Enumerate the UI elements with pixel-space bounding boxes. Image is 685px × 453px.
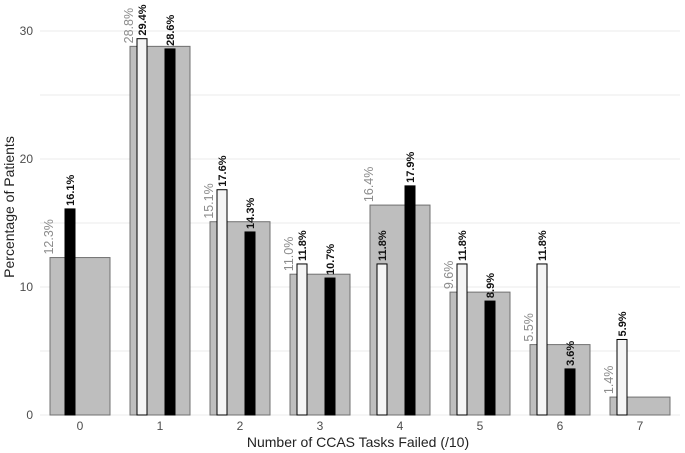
y-tick-label: 10: [20, 280, 34, 294]
bar-label-black: 10.7%: [325, 244, 337, 275]
bar-label-overall: 9.6%: [442, 261, 456, 290]
bar-label-overall: 15.1%: [202, 183, 216, 218]
bar-white: [136, 38, 148, 416]
y-tick-label: 20: [20, 152, 34, 166]
bar-label-overall: 12.3%: [42, 219, 56, 254]
bar-label-black: 8.9%: [485, 273, 497, 298]
bar-label-overall: 1.4%: [602, 366, 616, 395]
bar-black: [164, 48, 176, 416]
x-axis-title: Number of CCAS Tasks Failed (/10): [247, 434, 469, 450]
x-tick-label: 4: [397, 419, 404, 433]
bar-black: [564, 368, 576, 416]
x-tick-label: 6: [557, 419, 564, 433]
x-tick-label: 2: [237, 419, 244, 433]
bar-label-white: 11.8%: [297, 230, 309, 261]
bar-overall: [49, 257, 111, 416]
axis-ticks: 0 10 20 30 0 1 2 3 4 5 6 7: [20, 24, 644, 433]
bar-label-black: 28.6%: [165, 15, 177, 46]
x-tick-label: 0: [77, 419, 84, 433]
bar-label-overall: 28.8%: [122, 8, 136, 43]
x-tick-label: 1: [157, 419, 164, 433]
bar-label-overall: 16.4%: [362, 167, 376, 202]
bar-label-white: 17.6%: [217, 155, 229, 186]
bar-label-overall: 5.5%: [522, 313, 536, 342]
bar-labels: 12.3% 16.1% 28.8% 29.4% 28.6% 15.1%17.6% 14.3%…: [42, 4, 629, 394]
bar-white: [376, 263, 388, 416]
bar-white: [536, 263, 548, 416]
bar-black: [404, 185, 416, 416]
bar-label-black: 14.3%: [245, 198, 257, 229]
y-axis-title: Percentage of Patients: [1, 136, 17, 278]
bar-black: [484, 300, 496, 416]
bar-label-overall: 11.0%: [282, 237, 296, 272]
bar-white: [216, 189, 228, 416]
bar-label-black: 3.6%: [565, 341, 577, 366]
bar-black: [324, 277, 336, 416]
bar-white: [296, 263, 308, 416]
bar-label-black: 17.9%: [405, 151, 417, 182]
bar-white: [456, 263, 468, 416]
x-tick-label: 3: [317, 419, 324, 433]
bar-white: [616, 338, 628, 416]
bar-label-white: 5.9%: [617, 311, 629, 336]
bar-label-white: 11.8%: [457, 230, 469, 261]
bar-black: [244, 231, 256, 416]
bar-label-white: 11.8%: [377, 230, 389, 261]
bar-label-black: 16.1%: [65, 175, 77, 206]
bar-black: [64, 208, 76, 416]
x-tick-label: 5: [477, 419, 484, 433]
x-tick-label: 7: [637, 419, 644, 433]
bar-label-white: 11.8%: [537, 230, 549, 261]
bars: [49, 38, 671, 416]
y-tick-label: 0: [26, 408, 33, 422]
y-tick-label: 30: [20, 24, 34, 38]
bar-label-white: 29.4%: [137, 4, 149, 35]
